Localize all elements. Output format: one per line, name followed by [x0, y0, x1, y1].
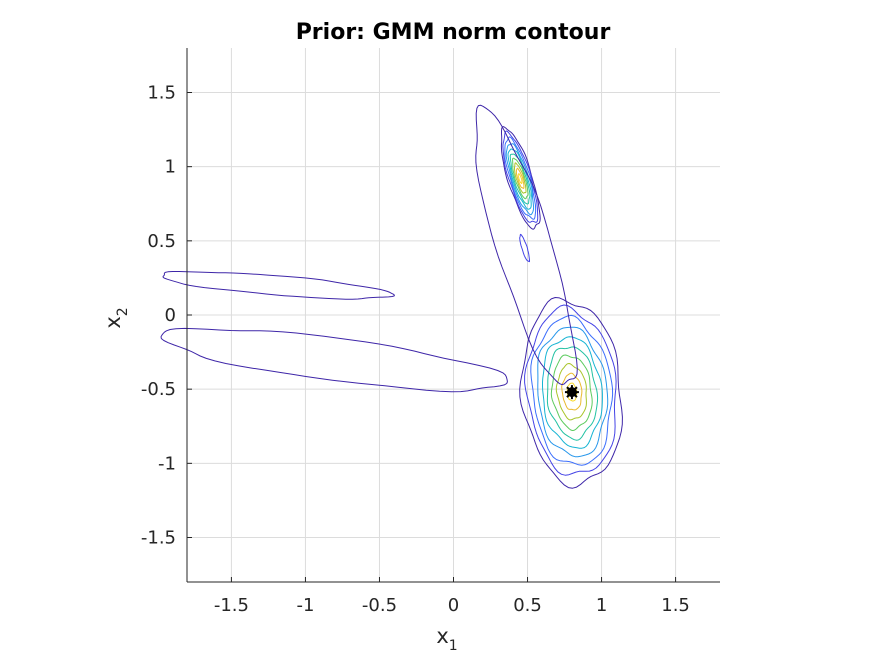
mean-marker-star [564, 385, 579, 400]
contour-line [561, 372, 583, 411]
contour-lines [160, 104, 623, 489]
contour-line [502, 130, 539, 223]
x-tick-label: -0.5 [362, 595, 397, 616]
contour-line [514, 162, 527, 194]
x-axis-label-main: x [436, 624, 448, 648]
contour-line [160, 327, 508, 393]
x-tick-label: 0 [448, 595, 459, 616]
x-axis-ticks: -1.5 -1 -0.5 0 0.5 1 1.5 [214, 577, 690, 616]
grid [187, 48, 720, 582]
y-tick-label: 0 [165, 305, 176, 326]
contour-line [555, 363, 587, 421]
contour-component [500, 126, 541, 230]
chart-title: Prior: GMM norm contour [296, 20, 611, 45]
y-tick-label: 1 [165, 157, 176, 178]
x-tick-label: -1.5 [214, 595, 249, 616]
y-axis-label: x2 [101, 307, 131, 328]
y-axis-ticks: -1.5 -1 -0.5 0 0.5 1 1.5 [141, 83, 192, 549]
x-tick-label: 1.5 [661, 595, 690, 616]
contour-line [530, 314, 614, 466]
x-axis-label: x1 [436, 624, 457, 654]
contour-line [517, 173, 523, 184]
contour-line [512, 157, 529, 200]
contour-component [475, 104, 578, 386]
y-tick-label: 0.5 [147, 231, 176, 252]
contour-line [519, 233, 530, 263]
contour-line [537, 326, 609, 458]
contour-line [519, 297, 623, 489]
y-tick-label: 1.5 [147, 83, 176, 104]
marker-layer [564, 385, 579, 400]
y-tick-label: -1.5 [141, 528, 176, 549]
contour-line [507, 148, 532, 210]
contour-line [515, 167, 525, 189]
x-axis-label-sub: 1 [449, 638, 458, 654]
contour-line [505, 143, 535, 216]
y-tick-label: -1 [158, 453, 176, 474]
contour-component [160, 327, 508, 393]
y-tick-label: -0.5 [141, 379, 176, 400]
contour-line [546, 346, 599, 441]
x-tick-label: -1 [296, 595, 314, 616]
contour-line [475, 104, 578, 386]
y-axis-label-sub: 2 [115, 307, 131, 316]
x-tick-label: 0.5 [513, 595, 542, 616]
contour-line [504, 136, 537, 220]
contour-line [524, 304, 617, 476]
x-tick-label: 1 [596, 595, 607, 616]
contour-line [162, 271, 395, 300]
contour-component [162, 271, 395, 300]
contour-line [550, 354, 593, 431]
contour-line [500, 126, 541, 230]
y-axis-label-main: x [101, 316, 125, 328]
